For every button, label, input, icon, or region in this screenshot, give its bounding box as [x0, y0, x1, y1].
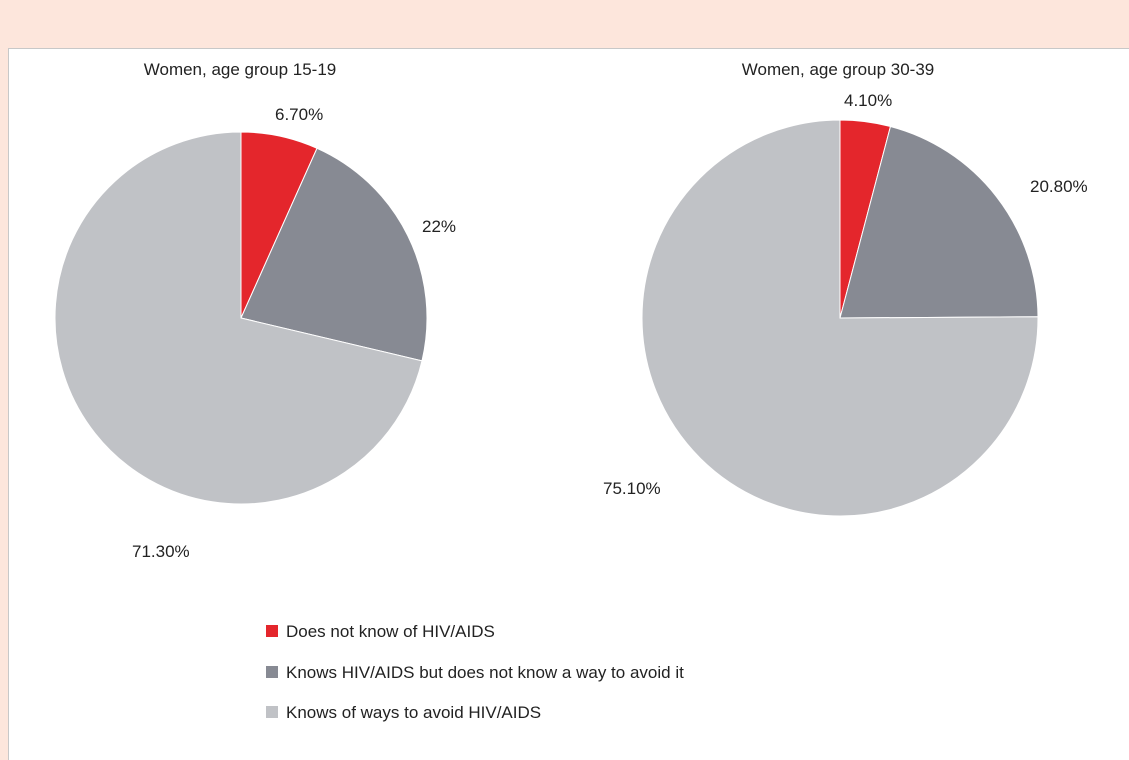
- chart-1-label-1: 6.70%: [275, 105, 323, 124]
- chart-2-slice-knows-no-avoid: [839, 125, 1039, 319]
- legend-label-1: Does not know of HIV/AIDS: [286, 622, 495, 641]
- legend-label-2: Knows HIV/AIDS but does not know a way t…: [286, 663, 684, 682]
- chart-2-title: Women, age group 30-39: [742, 60, 934, 79]
- pie-chart-1: [54, 131, 428, 505]
- legend-swatch-3: [266, 706, 278, 718]
- chart-2-slice-knows-avoid: [641, 119, 1039, 517]
- chart-1-label-2: 22%: [422, 217, 456, 236]
- legend-swatch-1: [266, 625, 278, 637]
- chart-1-slice-knows-no-avoid: [240, 147, 428, 362]
- chart-1-label-3: 71.30%: [132, 542, 190, 561]
- chart-1-slice-knows-avoid: [54, 131, 423, 505]
- chart-1-title: Women, age group 15-19: [144, 60, 336, 79]
- chart-2-label-1: 4.10%: [844, 91, 892, 110]
- legend-label-3: Knows of ways to avoid HIV/AIDS: [286, 703, 541, 722]
- chart-2-label-3: 75.10%: [603, 479, 661, 498]
- chart-2-label-2: 20.80%: [1030, 177, 1088, 196]
- pie-chart-2: [641, 119, 1039, 517]
- legend: Does not know of HIV/AIDS Knows HIV/AIDS…: [266, 622, 684, 722]
- legend-swatch-2: [266, 666, 278, 678]
